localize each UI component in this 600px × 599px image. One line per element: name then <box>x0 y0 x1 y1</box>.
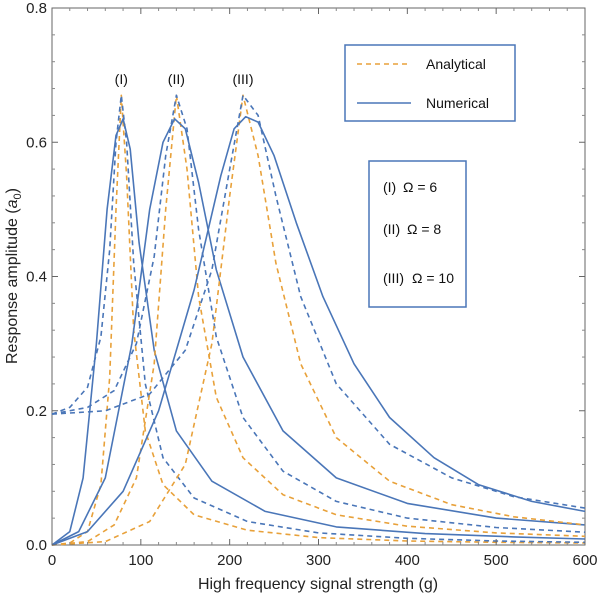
series-III-analytical-orange <box>51 94 586 546</box>
peak-label: (III) <box>232 71 253 87</box>
series-II-numerical <box>51 118 586 546</box>
y-axis-title-main: Response amplitude ( <box>4 208 21 364</box>
param-text-3: Ω = 10 <box>412 270 454 286</box>
y-tick-label: 0.2 <box>26 403 47 420</box>
x-tick-label: 500 <box>484 552 509 569</box>
y-axis-title-close: ) <box>4 188 21 193</box>
x-tick-label: 600 <box>572 552 597 569</box>
y-tick-label: 0.6 <box>26 134 47 151</box>
peak-label: (I) <box>115 71 128 87</box>
peak-labels: (I) (II) (III) <box>115 71 254 87</box>
param-text-2: Ω = 8 <box>407 221 441 237</box>
parameter-box-frame <box>368 160 467 308</box>
x-axis-ticks: 0 100 200 300 400 500 600 <box>48 8 598 569</box>
x-tick-label: 400 <box>395 552 420 569</box>
y-axis-title: Response amplitude (a0) <box>4 188 24 364</box>
legend-analytical-label: Analytical <box>426 56 486 72</box>
series-II-analytical-orange <box>51 94 586 546</box>
series-III-numerical <box>51 115 586 546</box>
y-tick-label: 0.4 <box>26 269 47 286</box>
legend-numerical-label: Numerical <box>426 95 489 111</box>
y-axis-ticks: 0.0 0.2 0.4 0.6 0.8 <box>26 0 585 554</box>
y-axis-title-var: a <box>4 199 21 208</box>
x-tick-label: 100 <box>128 552 153 569</box>
series-III-analytical-blue <box>51 94 586 509</box>
peak-label: (II) <box>168 71 185 87</box>
legend-box <box>344 44 516 122</box>
y-tick-label: 0.0 <box>26 537 47 554</box>
series-I-analytical-blue <box>51 94 586 544</box>
param-id-2: (II) <box>383 221 400 237</box>
series-layer <box>51 94 586 546</box>
series-II-analytical-blue <box>51 94 586 533</box>
series-I-numerical <box>51 118 586 546</box>
legend: Analytical Numerical <box>344 44 516 122</box>
y-tick-label: 0.8 <box>26 0 47 17</box>
x-tick-label: 300 <box>306 552 331 569</box>
x-tick-label: 0 <box>48 552 56 569</box>
param-id-1: (I) <box>383 179 396 195</box>
param-text-1: Ω = 6 <box>403 179 437 195</box>
param-id-3: (III) <box>383 270 404 286</box>
y-axis-title-sub: 0 <box>12 193 24 199</box>
x-axis-title: High frequency signal strength (g) <box>198 576 438 593</box>
x-tick-label: 200 <box>217 552 242 569</box>
parameter-box: (I) Ω = 6 (II) Ω = 8 (III) Ω = 10 <box>368 160 467 308</box>
